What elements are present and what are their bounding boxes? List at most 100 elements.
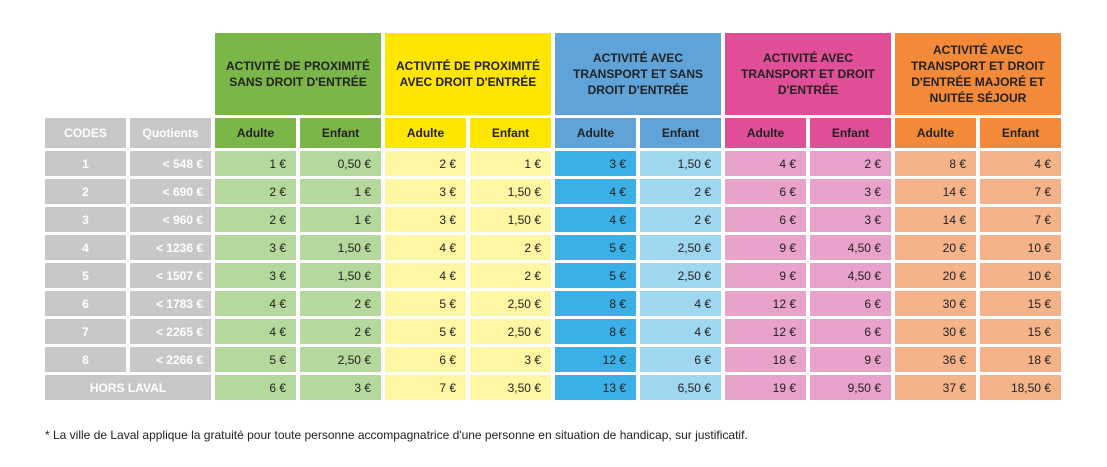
- price-cell-yellow-adult: 3 €: [385, 179, 466, 204]
- price-cell-blue-adult: 5 €: [555, 263, 636, 288]
- hors-laval-price-pink-adult: 19 €: [725, 375, 806, 400]
- tariff-table: ACTIVITÉ DE PROXIMITÉ SANS DROIT D'ENTRÉ…: [45, 33, 1061, 400]
- row-code: 5: [45, 263, 126, 288]
- price-cell-orange-adult: 30 €: [895, 291, 976, 316]
- price-cell-orange-child: 10 €: [980, 235, 1061, 260]
- row-code: 3: [45, 207, 126, 232]
- price-cell-pink-child: 3 €: [810, 207, 891, 232]
- group-header-transport-sans-droit: ACTIVITÉ AVEC TRANSPORT ET SANS DROIT D'…: [555, 33, 721, 115]
- price-cell-blue-adult: 3 €: [555, 151, 636, 176]
- price-cell-pink-adult: 6 €: [725, 207, 806, 232]
- price-cell-green-adult: 4 €: [215, 291, 296, 316]
- price-cell-blue-child: 2,50 €: [640, 263, 721, 288]
- price-cell-green-adult: 4 €: [215, 319, 296, 344]
- price-cell-blue-child: 4 €: [640, 291, 721, 316]
- price-cell-yellow-child: 1,50 €: [470, 179, 551, 204]
- price-cell-blue-child: 1,50 €: [640, 151, 721, 176]
- price-cell-blue-adult: 4 €: [555, 179, 636, 204]
- pink-adult-header: Adulte: [725, 118, 806, 148]
- orange-child-header: Enfant: [980, 118, 1061, 148]
- codes-header: CODES: [45, 118, 126, 148]
- price-cell-green-child: 2,50 €: [300, 347, 381, 372]
- price-cell-yellow-adult: 3 €: [385, 207, 466, 232]
- price-cell-pink-adult: 12 €: [725, 291, 806, 316]
- price-cell-green-adult: 2 €: [215, 207, 296, 232]
- price-cell-orange-adult: 20 €: [895, 263, 976, 288]
- price-cell-green-adult: 2 €: [215, 179, 296, 204]
- price-cell-pink-child: 9 €: [810, 347, 891, 372]
- group-header-transport-majore-sejour: ACTIVITÉ AVEC TRANSPORT ET DROIT D'ENTRÉ…: [895, 33, 1061, 115]
- price-cell-green-adult: 1 €: [215, 151, 296, 176]
- hors-laval-price-orange-child: 18,50 €: [980, 375, 1061, 400]
- price-cell-pink-adult: 9 €: [725, 235, 806, 260]
- hors-laval-price-green-adult: 6 €: [215, 375, 296, 400]
- price-cell-yellow-adult: 5 €: [385, 291, 466, 316]
- price-cell-green-child: 2 €: [300, 291, 381, 316]
- price-cell-pink-adult: 18 €: [725, 347, 806, 372]
- hors-laval-price-yellow-child: 3,50 €: [470, 375, 551, 400]
- price-cell-pink-child: 3 €: [810, 179, 891, 204]
- price-cell-orange-child: 7 €: [980, 179, 1061, 204]
- price-cell-yellow-child: 3 €: [470, 347, 551, 372]
- green-adult-header: Adulte: [215, 118, 296, 148]
- yellow-child-header: Enfant: [470, 118, 551, 148]
- price-cell-pink-adult: 6 €: [725, 179, 806, 204]
- row-quotient: < 2266 €: [130, 347, 211, 372]
- orange-adult-header: Adulte: [895, 118, 976, 148]
- price-cell-green-child: 1 €: [300, 179, 381, 204]
- price-cell-orange-child: 4 €: [980, 151, 1061, 176]
- row-quotient: < 1783 €: [130, 291, 211, 316]
- price-cell-yellow-child: 2 €: [470, 263, 551, 288]
- price-cell-yellow-adult: 5 €: [385, 319, 466, 344]
- row-code: 2: [45, 179, 126, 204]
- row-quotient: < 690 €: [130, 179, 211, 204]
- price-cell-orange-adult: 30 €: [895, 319, 976, 344]
- row-quotient: < 960 €: [130, 207, 211, 232]
- pink-child-header: Enfant: [810, 118, 891, 148]
- price-cell-blue-adult: 8 €: [555, 291, 636, 316]
- row-quotient: < 2265 €: [130, 319, 211, 344]
- group-header-proximite-sans-droit: ACTIVITÉ DE PROXIMITÉ SANS DROIT D'ENTRÉ…: [215, 33, 381, 115]
- price-cell-orange-adult: 8 €: [895, 151, 976, 176]
- row-quotient: < 548 €: [130, 151, 211, 176]
- price-cell-green-child: 1,50 €: [300, 235, 381, 260]
- hors-laval-price-green-child: 3 €: [300, 375, 381, 400]
- price-cell-blue-child: 2,50 €: [640, 235, 721, 260]
- group-header-proximite-avec-droit: ACTIVITÉ DE PROXIMITÉ AVEC DROIT D'ENTRÉ…: [385, 33, 551, 115]
- row-code: 6: [45, 291, 126, 316]
- price-cell-orange-adult: 14 €: [895, 179, 976, 204]
- price-cell-yellow-child: 2,50 €: [470, 319, 551, 344]
- price-cell-orange-child: 18 €: [980, 347, 1061, 372]
- price-cell-yellow-child: 2,50 €: [470, 291, 551, 316]
- hors-laval-price-yellow-adult: 7 €: [385, 375, 466, 400]
- price-cell-orange-adult: 14 €: [895, 207, 976, 232]
- blue-child-header: Enfant: [640, 118, 721, 148]
- price-cell-green-adult: 3 €: [215, 235, 296, 260]
- row-code: 7: [45, 319, 126, 344]
- row-quotient: < 1236 €: [130, 235, 211, 260]
- price-cell-blue-adult: 4 €: [555, 207, 636, 232]
- price-cell-pink-child: 4,50 €: [810, 235, 891, 260]
- row-quotient: < 1507 €: [130, 263, 211, 288]
- price-cell-yellow-adult: 2 €: [385, 151, 466, 176]
- price-cell-blue-adult: 12 €: [555, 347, 636, 372]
- hors-laval-price-blue-child: 6,50 €: [640, 375, 721, 400]
- row-code: 1: [45, 151, 126, 176]
- price-cell-blue-adult: 5 €: [555, 235, 636, 260]
- price-cell-green-child: 1 €: [300, 207, 381, 232]
- group-header-transport-droit: ACTIVITÉ AVEC TRANSPORT ET DROIT D'ENTRÉ…: [725, 33, 891, 115]
- price-cell-blue-child: 2 €: [640, 207, 721, 232]
- price-cell-pink-adult: 9 €: [725, 263, 806, 288]
- price-cell-pink-child: 4,50 €: [810, 263, 891, 288]
- price-cell-orange-adult: 20 €: [895, 235, 976, 260]
- quotients-header: Quotients: [130, 118, 211, 148]
- price-cell-orange-adult: 36 €: [895, 347, 976, 372]
- price-cell-pink-adult: 4 €: [725, 151, 806, 176]
- green-child-header: Enfant: [300, 118, 381, 148]
- hors-laval-price-orange-adult: 37 €: [895, 375, 976, 400]
- footnote: * La ville de Laval applique la gratuité…: [45, 428, 748, 442]
- price-cell-pink-child: 6 €: [810, 291, 891, 316]
- price-cell-yellow-adult: 4 €: [385, 235, 466, 260]
- price-cell-yellow-child: 2 €: [470, 235, 551, 260]
- price-cell-orange-child: 7 €: [980, 207, 1061, 232]
